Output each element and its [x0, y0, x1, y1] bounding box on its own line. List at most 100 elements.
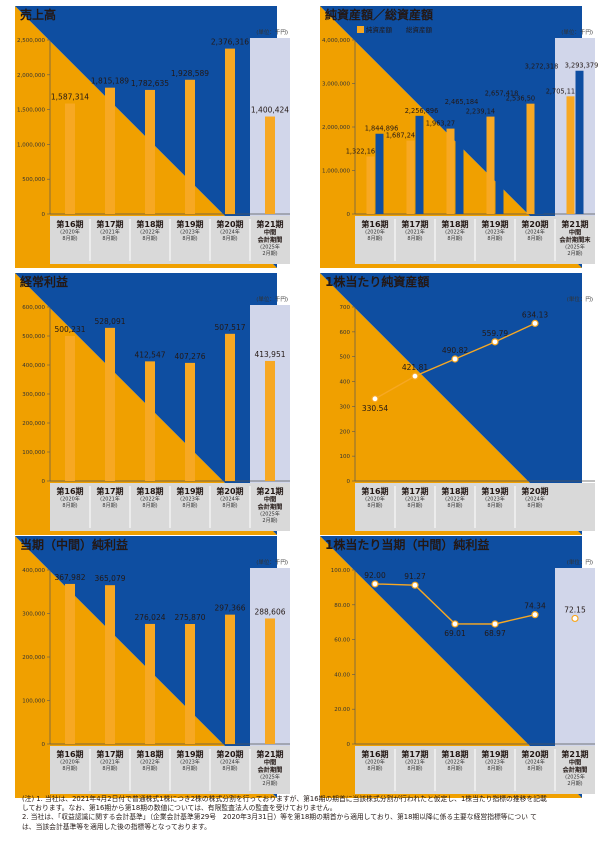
- category-label: 中間: [264, 759, 276, 767]
- data-label: 407,276: [174, 352, 205, 361]
- data-label: 2,256,896: [405, 107, 439, 115]
- bar-net-assets: [446, 128, 455, 214]
- category-sublabel: (2020年: [365, 759, 385, 766]
- category-sublabel: (2021年: [405, 496, 425, 503]
- category-sublabel: (2022年: [140, 496, 160, 503]
- category-sublabel: 2月期): [262, 518, 277, 524]
- category-sublabel: (2025年: [260, 774, 280, 781]
- category-label: 中間: [264, 496, 276, 504]
- category-sublabel: 8月期): [182, 236, 197, 242]
- bar: [225, 333, 235, 481]
- chart-ordinary-svg: 0 100,000 200,000 300,000 400,000 500,000 600,…: [22, 295, 290, 531]
- y-tick-label: 2,500,000: [17, 38, 45, 44]
- data-label: 1,322,167: [346, 147, 380, 155]
- y-tick-label: 100,000: [22, 450, 45, 456]
- category-sublabel: (2022年: [140, 759, 160, 766]
- category-label: 第17期: [96, 219, 123, 229]
- category-label: 会計期間: [258, 503, 283, 511]
- category-sublabel: 8月期): [447, 503, 462, 509]
- category-sublabel: (2025年: [260, 244, 280, 251]
- chart-assets-svg: 0 1,000,000 2,000,000 3,000,000 4,000,000 (単位…: [322, 25, 598, 264]
- y-tick-label: 1,000,000: [322, 169, 350, 175]
- category-sublabel: (2022年: [445, 759, 465, 766]
- y-tick-label: 200,000: [22, 655, 45, 661]
- y-tick-label: 1,500,000: [17, 108, 45, 114]
- category-sublabel: (2025年: [565, 244, 585, 251]
- data-label: 1,782,635: [131, 79, 169, 88]
- bar: [105, 87, 115, 214]
- category-sublabel: 8月期): [407, 503, 422, 509]
- category-sublabel: 8月期): [527, 766, 542, 772]
- y-tick-label: 300,000: [22, 612, 45, 618]
- data-label: 276,024: [134, 613, 165, 622]
- y-tick-label: 2,000,000: [17, 73, 45, 79]
- data-label: 68.97: [484, 629, 506, 638]
- category-sublabel: 8月期): [527, 236, 542, 242]
- category-sublabel: (2023年: [180, 759, 200, 766]
- data-label: 69.01: [444, 629, 466, 638]
- bar-total-assets: [455, 106, 464, 214]
- category-label: 第19期: [176, 749, 203, 759]
- category-sublabel: 8月期): [62, 503, 77, 509]
- category-sublabel: (2021年: [100, 759, 120, 766]
- data-label: 559.79: [482, 329, 508, 338]
- category-label: 第16期: [361, 219, 388, 229]
- y-tick-label: 100: [340, 454, 351, 460]
- category-label: 第17期: [401, 219, 428, 229]
- data-point: [531, 319, 539, 327]
- data-label: 413,951: [254, 350, 285, 359]
- category-sublabel: 8月期): [142, 503, 157, 509]
- bar-net-assets: [566, 96, 575, 214]
- unit-label: (単位：千円): [256, 28, 288, 36]
- chart-bps: 1株当たり純資産額 0 100 200 300 400 500 600 700 (単位：円) 第1…: [305, 273, 597, 535]
- bar: [265, 618, 275, 744]
- category-sublabel: (2023年: [485, 759, 505, 766]
- chart-title: 純資産額／総資産額: [325, 8, 434, 22]
- category-label: 第21期: [256, 219, 283, 229]
- footnote-line: は、当該会計基準等を適用した後の指標等となっております。: [22, 822, 211, 831]
- category-sublabel: (2020年: [365, 229, 385, 236]
- data-label: 72.15: [564, 605, 586, 614]
- category-label: 第18期: [441, 486, 468, 496]
- category-sublabel: 8月期): [62, 766, 77, 772]
- title-marker-icon: [320, 273, 582, 535]
- category-sublabel: (2024年: [220, 496, 240, 503]
- category-sublabel: (2023年: [180, 229, 200, 236]
- data-label: 275,870: [174, 613, 205, 622]
- data-label: 1,815,189: [91, 77, 129, 86]
- category-sublabel: 8月期): [367, 503, 382, 509]
- y-tick-label: 600: [340, 330, 351, 336]
- data-point: [571, 614, 579, 623]
- category-sublabel: (2021年: [100, 496, 120, 503]
- category-sublabel: 8月期): [487, 503, 502, 509]
- category-sublabel: 2月期): [567, 781, 582, 787]
- category-label: 第16期: [56, 749, 83, 759]
- data-label: 92.00: [364, 571, 386, 580]
- category-label: 第18期: [441, 749, 468, 759]
- category-label: 会計期間: [258, 236, 283, 244]
- legend-swatch-total-assets: [397, 26, 404, 33]
- bar: [145, 361, 155, 481]
- y-tick-label: 20.00: [334, 707, 350, 713]
- footnote-line: しております。なお、第16期から第18期の数値については、有限監査法人の監査を受…: [22, 804, 337, 813]
- category-sublabel: (2024年: [220, 229, 240, 236]
- data-label: 2,536,508: [506, 95, 540, 103]
- bar: [105, 585, 115, 744]
- chart-ordinary-profit: 経常利益 0 100,000 200,000 300,000 400,000 500,00…: [0, 273, 292, 535]
- data-label: 1,400,424: [251, 106, 289, 115]
- chart-assets: 純資産額／総資産額 0 1,000,000 2,000,000 3,000,000 4,…: [305, 6, 598, 268]
- category-sublabel: (2022年: [140, 229, 160, 236]
- y-tick-label: 500,000: [22, 177, 45, 183]
- data-label: 2,239,141: [466, 108, 500, 116]
- data-label: 367,982: [54, 573, 85, 582]
- category-label: 第19期: [176, 486, 203, 496]
- category-label: 第17期: [401, 749, 428, 759]
- category-sublabel: 2月期): [262, 781, 277, 787]
- bar-total-assets: [495, 98, 504, 214]
- category-sublabel: 8月期): [367, 236, 382, 242]
- data-point: [411, 372, 419, 380]
- category-sublabel: (2023年: [485, 229, 505, 236]
- category-sublabel: (2024年: [525, 759, 545, 766]
- category-sublabel: (2021年: [405, 229, 425, 236]
- data-label: 74.34: [524, 602, 546, 611]
